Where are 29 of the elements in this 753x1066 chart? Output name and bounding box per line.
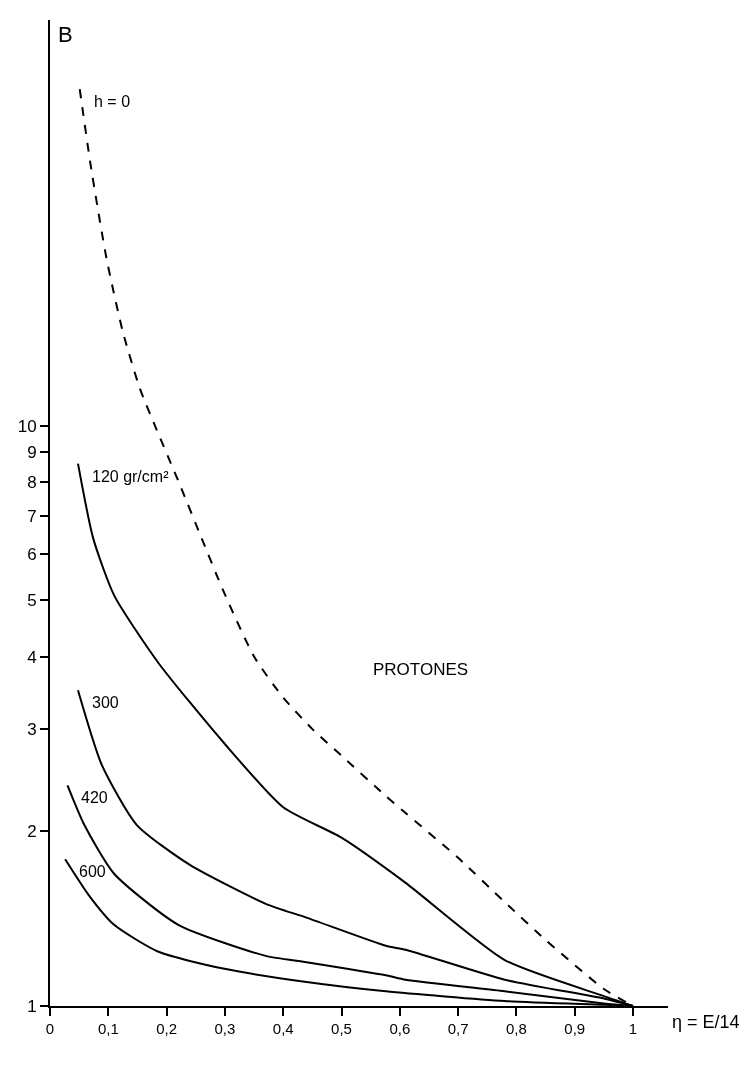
y-axis-title: B [58, 22, 73, 47]
x-axis-title: η = E/14 [672, 1012, 740, 1032]
x-tick-label: 0,7 [447, 1020, 469, 1037]
x-tick-label: 0,2 [156, 1020, 178, 1037]
series-label: 120 gr/cm² [92, 468, 170, 485]
x-tick-label: 0,5 [331, 1020, 352, 1037]
y-tick-label: 4 [27, 647, 37, 667]
x-tick-label: 1 [628, 1020, 638, 1037]
y-tick-label: 6 [27, 545, 37, 565]
series-label: 600 [79, 863, 106, 880]
x-tick-label: 0,1 [97, 1020, 119, 1037]
x-tick-label: 0,6 [389, 1020, 411, 1037]
x-tick-label: 0,8 [505, 1020, 527, 1037]
y-tick-label: 10 [17, 416, 37, 436]
x-tick-label: 0,4 [272, 1020, 294, 1037]
y-tick-label: 3 [27, 720, 37, 740]
x-tick-label: 0 [45, 1020, 55, 1037]
annotation: PROTONES [373, 660, 469, 679]
series-label: 300 [92, 694, 119, 711]
y-tick-label: 8 [27, 472, 37, 492]
y-tick-label: 2 [27, 822, 37, 842]
y-tick-label: 9 [27, 443, 37, 463]
y-tick-label: 7 [27, 506, 37, 526]
x-tick-label: 0,9 [564, 1020, 586, 1037]
y-tick-label: 5 [27, 591, 37, 611]
x-tick-label: 0,3 [214, 1020, 236, 1037]
series-label: 420 [81, 789, 108, 806]
y-tick-label: 1 [27, 996, 37, 1016]
series-label: h = 0 [94, 93, 131, 110]
